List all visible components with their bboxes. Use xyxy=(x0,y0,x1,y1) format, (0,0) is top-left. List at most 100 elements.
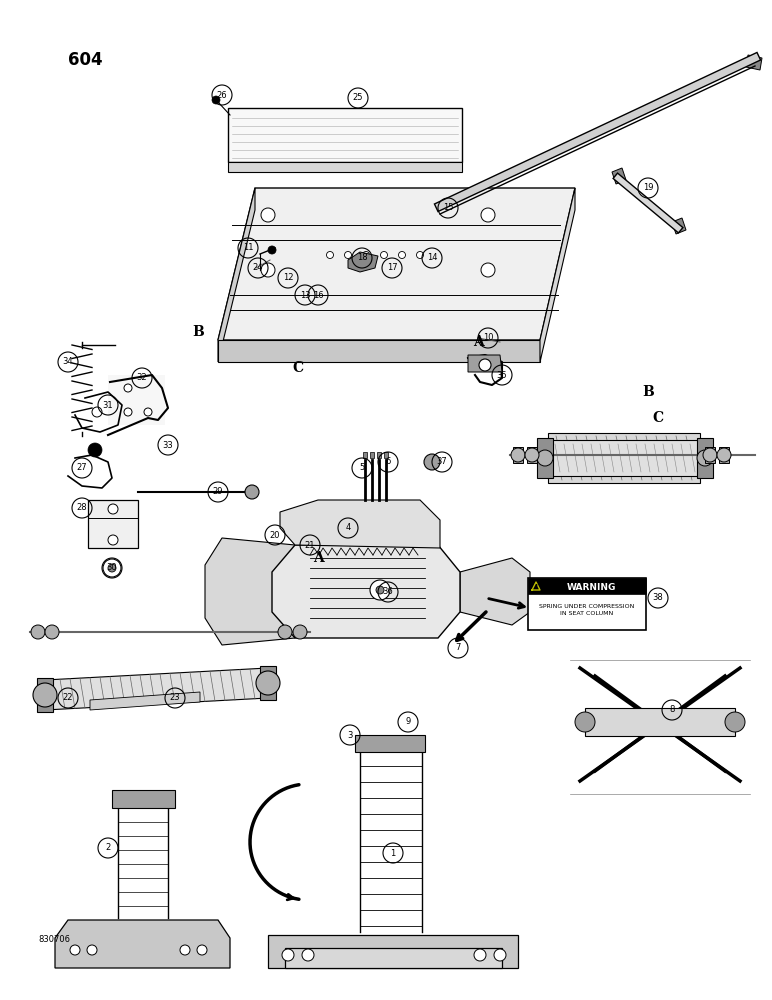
Polygon shape xyxy=(90,692,200,710)
Circle shape xyxy=(180,945,190,955)
Polygon shape xyxy=(548,453,700,483)
Circle shape xyxy=(481,208,495,222)
Polygon shape xyxy=(460,558,530,625)
Circle shape xyxy=(363,251,370,258)
Polygon shape xyxy=(228,162,462,172)
Polygon shape xyxy=(527,447,537,463)
Circle shape xyxy=(261,208,275,222)
Polygon shape xyxy=(205,538,295,645)
Circle shape xyxy=(474,949,486,961)
Text: 17: 17 xyxy=(387,263,398,272)
Circle shape xyxy=(424,454,440,470)
Circle shape xyxy=(212,96,220,104)
Polygon shape xyxy=(548,433,700,463)
Polygon shape xyxy=(285,948,502,968)
Text: 33: 33 xyxy=(163,440,174,450)
Text: 29: 29 xyxy=(213,488,223,496)
Circle shape xyxy=(197,945,207,955)
Polygon shape xyxy=(513,447,523,463)
Text: 5: 5 xyxy=(360,464,364,473)
Circle shape xyxy=(108,564,116,572)
Text: 35: 35 xyxy=(496,370,507,379)
Text: 21: 21 xyxy=(305,540,315,550)
Circle shape xyxy=(575,712,595,732)
Text: C: C xyxy=(652,411,664,425)
Bar xyxy=(528,578,646,594)
Text: 604: 604 xyxy=(68,51,103,69)
Circle shape xyxy=(717,448,731,462)
Polygon shape xyxy=(260,666,276,700)
Text: 24: 24 xyxy=(252,263,263,272)
Text: 27: 27 xyxy=(76,464,87,473)
Text: 1: 1 xyxy=(391,848,395,857)
Polygon shape xyxy=(545,440,705,476)
Circle shape xyxy=(511,448,525,462)
Polygon shape xyxy=(228,108,462,162)
Circle shape xyxy=(70,945,80,955)
Text: B: B xyxy=(192,325,204,339)
Text: 8: 8 xyxy=(669,706,675,714)
Text: 31: 31 xyxy=(103,400,113,410)
Text: 19: 19 xyxy=(643,184,653,192)
Text: 32: 32 xyxy=(137,373,147,382)
Circle shape xyxy=(245,485,259,499)
Circle shape xyxy=(144,408,152,416)
Polygon shape xyxy=(112,790,175,808)
Polygon shape xyxy=(108,375,165,425)
Circle shape xyxy=(256,671,280,695)
Circle shape xyxy=(344,251,351,258)
Text: 2: 2 xyxy=(105,844,110,852)
Circle shape xyxy=(282,949,294,961)
Text: 28: 28 xyxy=(76,504,87,512)
Polygon shape xyxy=(218,188,575,340)
Text: 11: 11 xyxy=(242,243,253,252)
Circle shape xyxy=(398,251,405,258)
Text: 4: 4 xyxy=(345,524,350,532)
Circle shape xyxy=(494,949,506,961)
Polygon shape xyxy=(370,452,374,458)
Polygon shape xyxy=(705,447,715,463)
Circle shape xyxy=(302,949,314,961)
Polygon shape xyxy=(268,935,518,968)
Text: SPRING UNDER COMPRESSION
IN SEAT COLUMN: SPRING UNDER COMPRESSION IN SEAT COLUMN xyxy=(540,604,635,616)
Text: 20: 20 xyxy=(269,530,280,540)
Polygon shape xyxy=(363,452,367,458)
Circle shape xyxy=(525,448,539,462)
Polygon shape xyxy=(746,55,762,70)
Text: 14: 14 xyxy=(427,253,437,262)
Circle shape xyxy=(703,448,717,462)
Text: 7: 7 xyxy=(455,644,461,652)
Polygon shape xyxy=(537,438,553,478)
Polygon shape xyxy=(719,447,729,463)
Text: 9: 9 xyxy=(405,718,411,726)
Polygon shape xyxy=(377,452,381,458)
Polygon shape xyxy=(55,920,230,968)
Circle shape xyxy=(87,945,97,955)
Polygon shape xyxy=(612,168,626,184)
Polygon shape xyxy=(697,438,713,478)
Polygon shape xyxy=(348,252,378,272)
Text: 37: 37 xyxy=(437,458,448,466)
Text: A: A xyxy=(313,551,323,565)
Text: A: A xyxy=(472,335,483,349)
Circle shape xyxy=(417,251,424,258)
Circle shape xyxy=(725,712,745,732)
Circle shape xyxy=(376,586,384,594)
Circle shape xyxy=(124,384,132,392)
Text: 38: 38 xyxy=(652,593,663,602)
Circle shape xyxy=(261,263,275,277)
Circle shape xyxy=(481,263,495,277)
Polygon shape xyxy=(355,735,425,752)
Circle shape xyxy=(370,580,390,600)
Text: B: B xyxy=(642,385,654,399)
Circle shape xyxy=(92,407,102,417)
Text: 10: 10 xyxy=(482,334,493,342)
Circle shape xyxy=(268,246,276,254)
Text: 18: 18 xyxy=(357,253,367,262)
Circle shape xyxy=(108,535,118,545)
Text: 15: 15 xyxy=(443,204,453,213)
Circle shape xyxy=(45,625,59,639)
Circle shape xyxy=(33,683,57,707)
Polygon shape xyxy=(272,545,460,638)
Text: 13: 13 xyxy=(300,290,310,300)
